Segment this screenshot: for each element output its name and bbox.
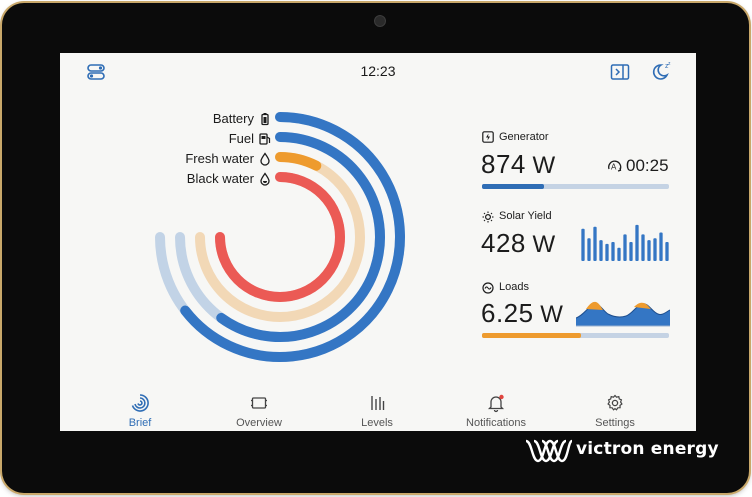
nav-brief[interactable]: Brief bbox=[90, 393, 190, 429]
tank-levels-gauge bbox=[155, 112, 405, 362]
solar-bar bbox=[659, 232, 663, 261]
nav-notifications[interactable]: Notifications bbox=[446, 393, 546, 429]
water-drop-icon bbox=[260, 172, 270, 186]
brief-gauge-icon bbox=[131, 394, 149, 412]
battery-icon bbox=[261, 113, 269, 126]
nav-overview-label: Overview bbox=[236, 417, 282, 429]
gauge-label-battery: Battery bbox=[212, 111, 254, 126]
gauge-track-2 bbox=[195, 152, 365, 322]
solar-bar bbox=[581, 228, 585, 261]
solar-bar bbox=[641, 234, 645, 261]
loads-title: Loads bbox=[499, 281, 529, 293]
front-camera bbox=[374, 15, 386, 27]
solar-bar bbox=[665, 242, 669, 261]
solar-bar bbox=[611, 242, 615, 261]
solar-bar bbox=[653, 238, 657, 261]
screen: 12:23 z z Battery Fuel Fresh water bbox=[60, 53, 696, 431]
gauge-fill-3 bbox=[215, 172, 345, 302]
gauge-fill-1 bbox=[216, 132, 385, 342]
loads-bar-fill bbox=[482, 333, 582, 338]
bell-icon bbox=[487, 394, 505, 413]
loads-bar bbox=[482, 333, 669, 338]
solar-bar bbox=[647, 240, 651, 261]
solar-bar bbox=[617, 247, 621, 261]
victron-logo-icon bbox=[525, 439, 573, 463]
nav-notifications-label: Notifications bbox=[466, 417, 526, 429]
device-frame: 12:23 z z Battery Fuel Fresh water bbox=[2, 3, 749, 493]
nav-settings[interactable]: Settings bbox=[565, 393, 665, 429]
sun-icon bbox=[482, 211, 494, 223]
brand-name: victron energy bbox=[576, 439, 719, 459]
solar-bar bbox=[623, 234, 627, 261]
svg-text:z: z bbox=[668, 61, 671, 67]
nav-brief-label: Brief bbox=[128, 417, 152, 429]
loads-icon bbox=[482, 282, 494, 294]
generator-title: Generator bbox=[499, 131, 549, 143]
loads-power: 6.25 W bbox=[481, 298, 564, 328]
fuel-pump-icon bbox=[259, 133, 271, 145]
solar-bar bbox=[629, 242, 633, 261]
auto-start-icon: A bbox=[608, 160, 622, 172]
gear-icon bbox=[607, 394, 623, 411]
brand-logo: victron energy bbox=[524, 435, 724, 467]
status-clock: 12:23 bbox=[360, 63, 396, 79]
svg-text:z: z bbox=[665, 63, 669, 70]
generator-bar bbox=[482, 184, 669, 189]
levels-icon bbox=[371, 396, 385, 410]
gauge-label-black-water: Black water bbox=[186, 171, 254, 186]
nav-overview[interactable]: Overview bbox=[209, 393, 309, 429]
loads-history-chart bbox=[576, 301, 670, 327]
nav-levels[interactable]: Levels bbox=[327, 393, 427, 429]
solar-title: Solar Yield bbox=[499, 210, 552, 222]
gauge-fill-2 bbox=[275, 152, 322, 171]
sidepanel-icon[interactable] bbox=[610, 63, 630, 81]
solar-power: 428 W bbox=[481, 228, 556, 258]
toggle-list-icon[interactable] bbox=[86, 62, 106, 82]
nav-levels-label: Levels bbox=[361, 417, 393, 429]
gauge-fill-0 bbox=[180, 112, 405, 362]
solar-history-chart bbox=[581, 224, 669, 261]
solar-bar bbox=[593, 226, 597, 261]
solar-bar bbox=[605, 243, 609, 261]
generator-runtime: 00:25 bbox=[626, 156, 669, 175]
gauge-label-fuel: Fuel bbox=[228, 131, 254, 146]
generator-icon bbox=[482, 131, 494, 143]
water-drop-icon bbox=[260, 152, 270, 166]
generator-bar-fill bbox=[482, 184, 544, 189]
svg-text:A: A bbox=[611, 163, 617, 172]
gauge-label-fresh-water: Fresh water bbox=[185, 151, 254, 166]
solar-bar bbox=[587, 238, 591, 261]
sleep-moon-icon[interactable]: z z bbox=[650, 60, 672, 82]
solar-bar bbox=[635, 224, 639, 261]
nav-settings-label: Settings bbox=[595, 417, 635, 429]
overview-icon bbox=[251, 397, 267, 409]
generator-power: 874 W bbox=[481, 149, 556, 179]
solar-bar bbox=[599, 240, 603, 261]
